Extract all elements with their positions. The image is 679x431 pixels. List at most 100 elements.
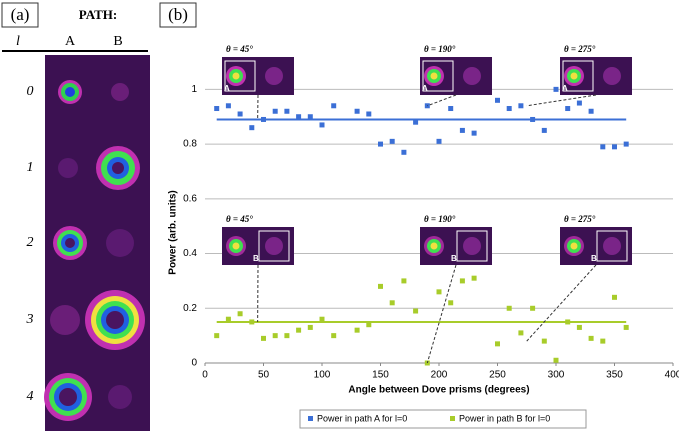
data-point bbox=[541, 338, 547, 344]
panel-label: (b) bbox=[168, 5, 188, 24]
data-point bbox=[600, 338, 606, 344]
annotation-leader bbox=[526, 94, 597, 107]
inset: B bbox=[420, 227, 492, 265]
y-tick-label: 0.4 bbox=[183, 248, 197, 259]
data-point bbox=[378, 141, 383, 147]
annotation-leader bbox=[526, 264, 597, 342]
data-point bbox=[237, 111, 243, 117]
row-label: 1 bbox=[27, 160, 34, 175]
data-point bbox=[225, 316, 231, 322]
data-point bbox=[389, 138, 395, 144]
data-point bbox=[612, 294, 617, 300]
inset: A bbox=[420, 57, 492, 95]
annotation-text: θ = 190° bbox=[424, 44, 456, 54]
data-point bbox=[307, 114, 313, 120]
column-label: A bbox=[65, 34, 76, 49]
y-tick-label: 0 bbox=[191, 358, 197, 369]
annotation-text: θ = 45° bbox=[226, 44, 253, 54]
panel-label-box bbox=[159, 2, 197, 28]
row-label: 0 bbox=[27, 84, 34, 99]
x-tick-label: 100 bbox=[314, 370, 331, 381]
data-point bbox=[459, 278, 465, 284]
inset-box bbox=[258, 230, 290, 262]
data-point bbox=[530, 116, 536, 122]
data-point bbox=[506, 106, 512, 112]
data-point bbox=[354, 108, 360, 114]
inset-spot bbox=[430, 72, 438, 80]
inset-label: B bbox=[591, 254, 597, 263]
legend-label: Power in path A for l=0 bbox=[317, 413, 407, 423]
data-point bbox=[261, 116, 266, 122]
x-axis-label: Angle between Dove prisms (degrees) bbox=[348, 385, 529, 396]
annotation-text: θ = 275° bbox=[564, 44, 596, 54]
data-point bbox=[366, 322, 372, 328]
inset-box bbox=[224, 60, 256, 92]
data-point bbox=[214, 333, 220, 339]
data-point bbox=[354, 327, 360, 333]
data-point bbox=[307, 324, 313, 330]
row-label: 2 bbox=[27, 235, 34, 250]
data-point bbox=[530, 305, 536, 311]
data-point bbox=[284, 333, 290, 339]
inset-label: B bbox=[253, 254, 259, 263]
path-header: PATH: bbox=[79, 7, 118, 22]
inset-spot bbox=[570, 72, 578, 80]
data-point bbox=[413, 119, 419, 125]
inset-box bbox=[596, 230, 628, 262]
inset-label: A bbox=[562, 84, 568, 93]
annotation-text: θ = 45° bbox=[226, 214, 253, 224]
data-point bbox=[401, 149, 407, 155]
data-point bbox=[296, 327, 302, 333]
data-point bbox=[553, 357, 559, 363]
data-point bbox=[225, 103, 231, 109]
panel-label: (a) bbox=[11, 5, 30, 24]
x-tick-label: 400 bbox=[665, 370, 679, 381]
inset-spot bbox=[232, 242, 240, 250]
inset-spot bbox=[603, 237, 621, 255]
data-point bbox=[249, 319, 255, 325]
data-point bbox=[448, 300, 454, 306]
data-point bbox=[459, 127, 465, 133]
inset-label: B bbox=[451, 254, 457, 263]
data-point bbox=[331, 103, 337, 109]
y-tick-label: 0.2 bbox=[183, 303, 197, 314]
data-point bbox=[448, 106, 454, 112]
data-point bbox=[319, 122, 325, 128]
annotation-leader bbox=[426, 264, 457, 364]
beam-spots bbox=[44, 80, 145, 421]
data-point bbox=[495, 341, 500, 347]
data-point bbox=[284, 108, 290, 114]
data-point bbox=[576, 100, 582, 106]
data-point bbox=[541, 127, 547, 133]
legend-label: Power in path B for l=0 bbox=[459, 413, 550, 423]
inset-spot bbox=[232, 72, 240, 80]
inset-label: A bbox=[224, 84, 230, 93]
data-point bbox=[506, 305, 512, 311]
data-point bbox=[623, 141, 629, 147]
data-point bbox=[623, 324, 629, 330]
data-point bbox=[600, 144, 606, 150]
panel-a: (a) PATH: A B l bbox=[1, 2, 150, 431]
x-tick-label: 350 bbox=[606, 370, 623, 381]
data-point bbox=[565, 319, 571, 325]
inset-spot bbox=[430, 242, 438, 250]
legend-box bbox=[299, 409, 587, 429]
x-tick-label: 150 bbox=[372, 370, 389, 381]
panel-b: (b) bbox=[159, 2, 197, 28]
annotation-text: θ = 275° bbox=[564, 214, 596, 224]
x-tick-label: 200 bbox=[431, 370, 448, 381]
inset: A bbox=[560, 57, 632, 95]
data-point bbox=[553, 86, 559, 92]
data-point bbox=[471, 275, 477, 281]
inset-box bbox=[456, 230, 488, 262]
inset-spot bbox=[463, 237, 481, 255]
legend-swatch bbox=[450, 416, 455, 421]
x-tick-label: 0 bbox=[202, 370, 208, 381]
x-tick-label: 300 bbox=[548, 370, 565, 381]
data-point bbox=[565, 106, 571, 112]
inset-spot bbox=[570, 242, 578, 250]
inset-label: A bbox=[422, 84, 428, 93]
row-label: 3 bbox=[26, 312, 34, 327]
data-point bbox=[366, 111, 372, 117]
